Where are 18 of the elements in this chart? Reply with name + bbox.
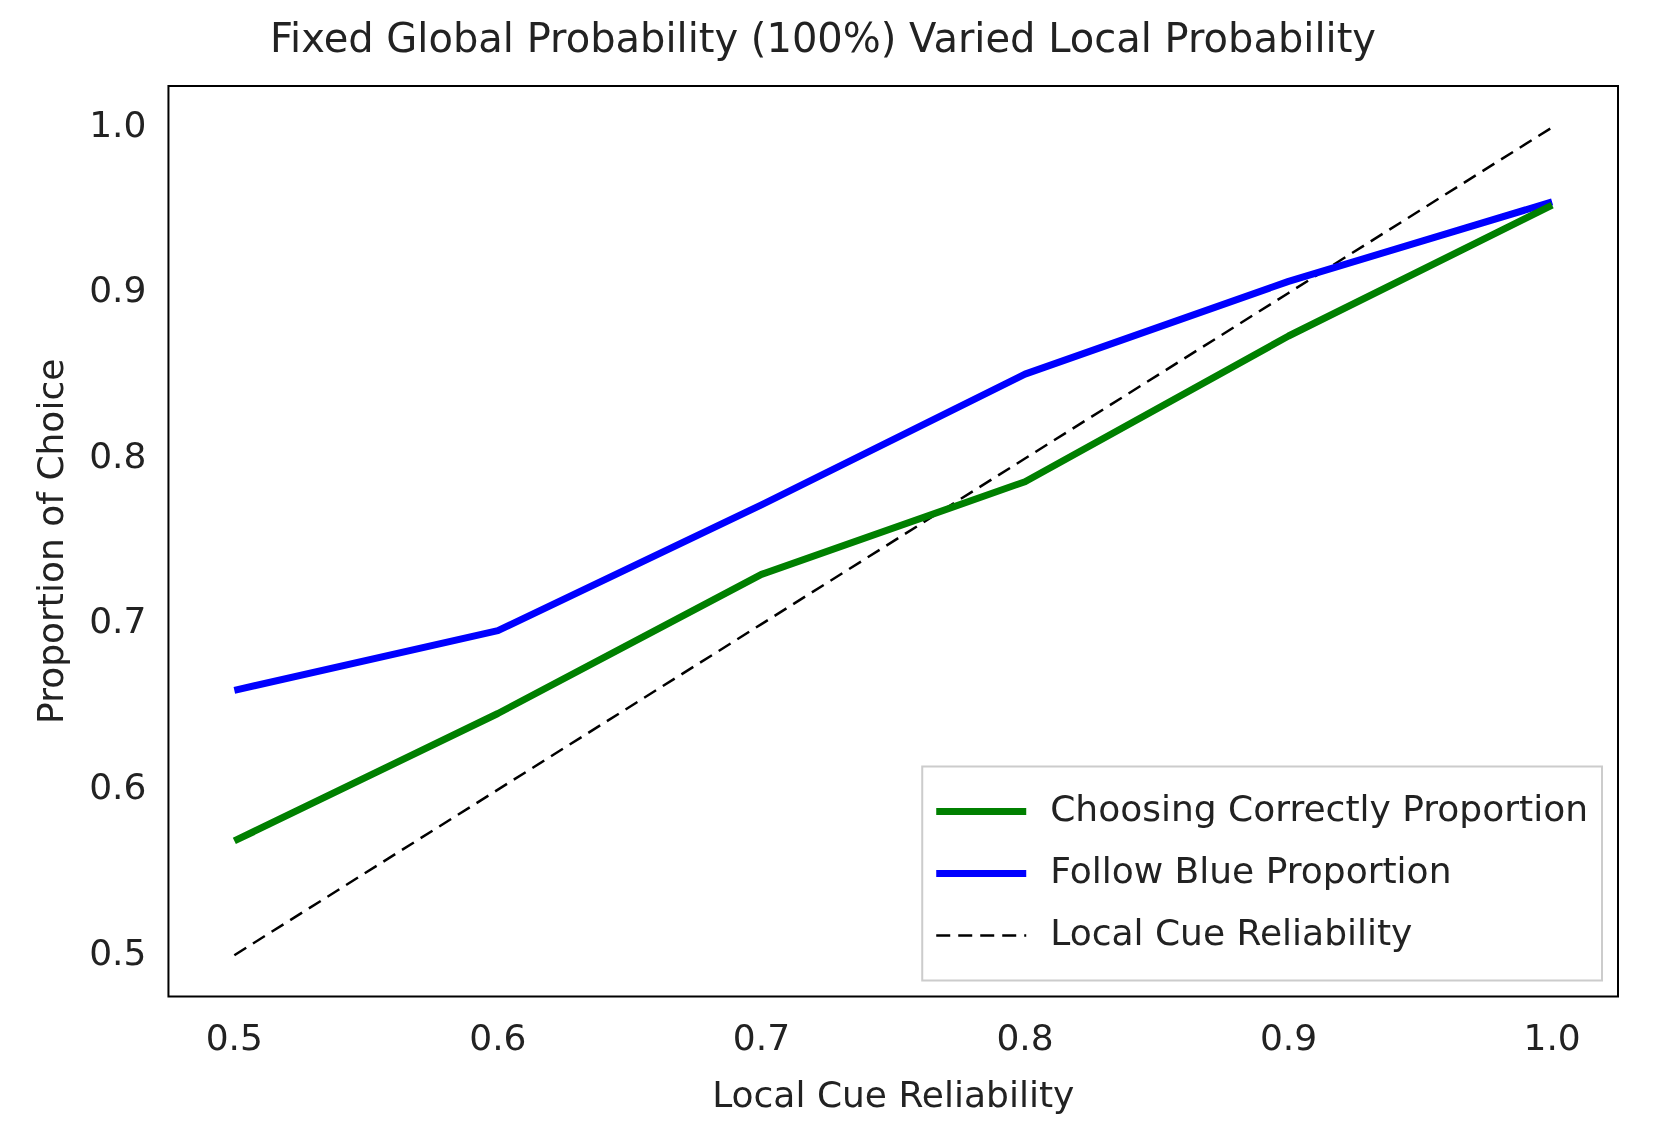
x-tick-label: 0.5 xyxy=(205,1016,263,1058)
y-tick-label: 0.5 xyxy=(89,931,147,973)
y-axis-title: Proportion of Choice xyxy=(29,358,71,724)
legend-label: Follow Blue Proportion xyxy=(1050,849,1452,891)
chart-title: Fixed Global Probability (100%) Varied Local Probability xyxy=(270,15,1376,62)
x-tick-label: 0.6 xyxy=(469,1016,527,1058)
x-tick-label: 0.9 xyxy=(1259,1016,1318,1058)
x-tick-label: 0.7 xyxy=(732,1016,791,1058)
legend-label: Choosing Correctly Proportion xyxy=(1050,787,1589,829)
y-tick-label: 0.9 xyxy=(89,269,147,311)
y-tick-label: 1.0 xyxy=(89,103,147,145)
y-tick-label: 0.8 xyxy=(89,434,147,476)
y-tick-label: 0.7 xyxy=(89,600,147,642)
x-tick-label: 0.8 xyxy=(996,1016,1054,1058)
y-tick-label: 0.6 xyxy=(89,766,147,807)
x-tick-label: 1.0 xyxy=(1523,1016,1581,1058)
x-axis-title: Local Cue Reliability xyxy=(712,1073,1075,1115)
legend-label: Local Cue Reliability xyxy=(1050,911,1413,953)
